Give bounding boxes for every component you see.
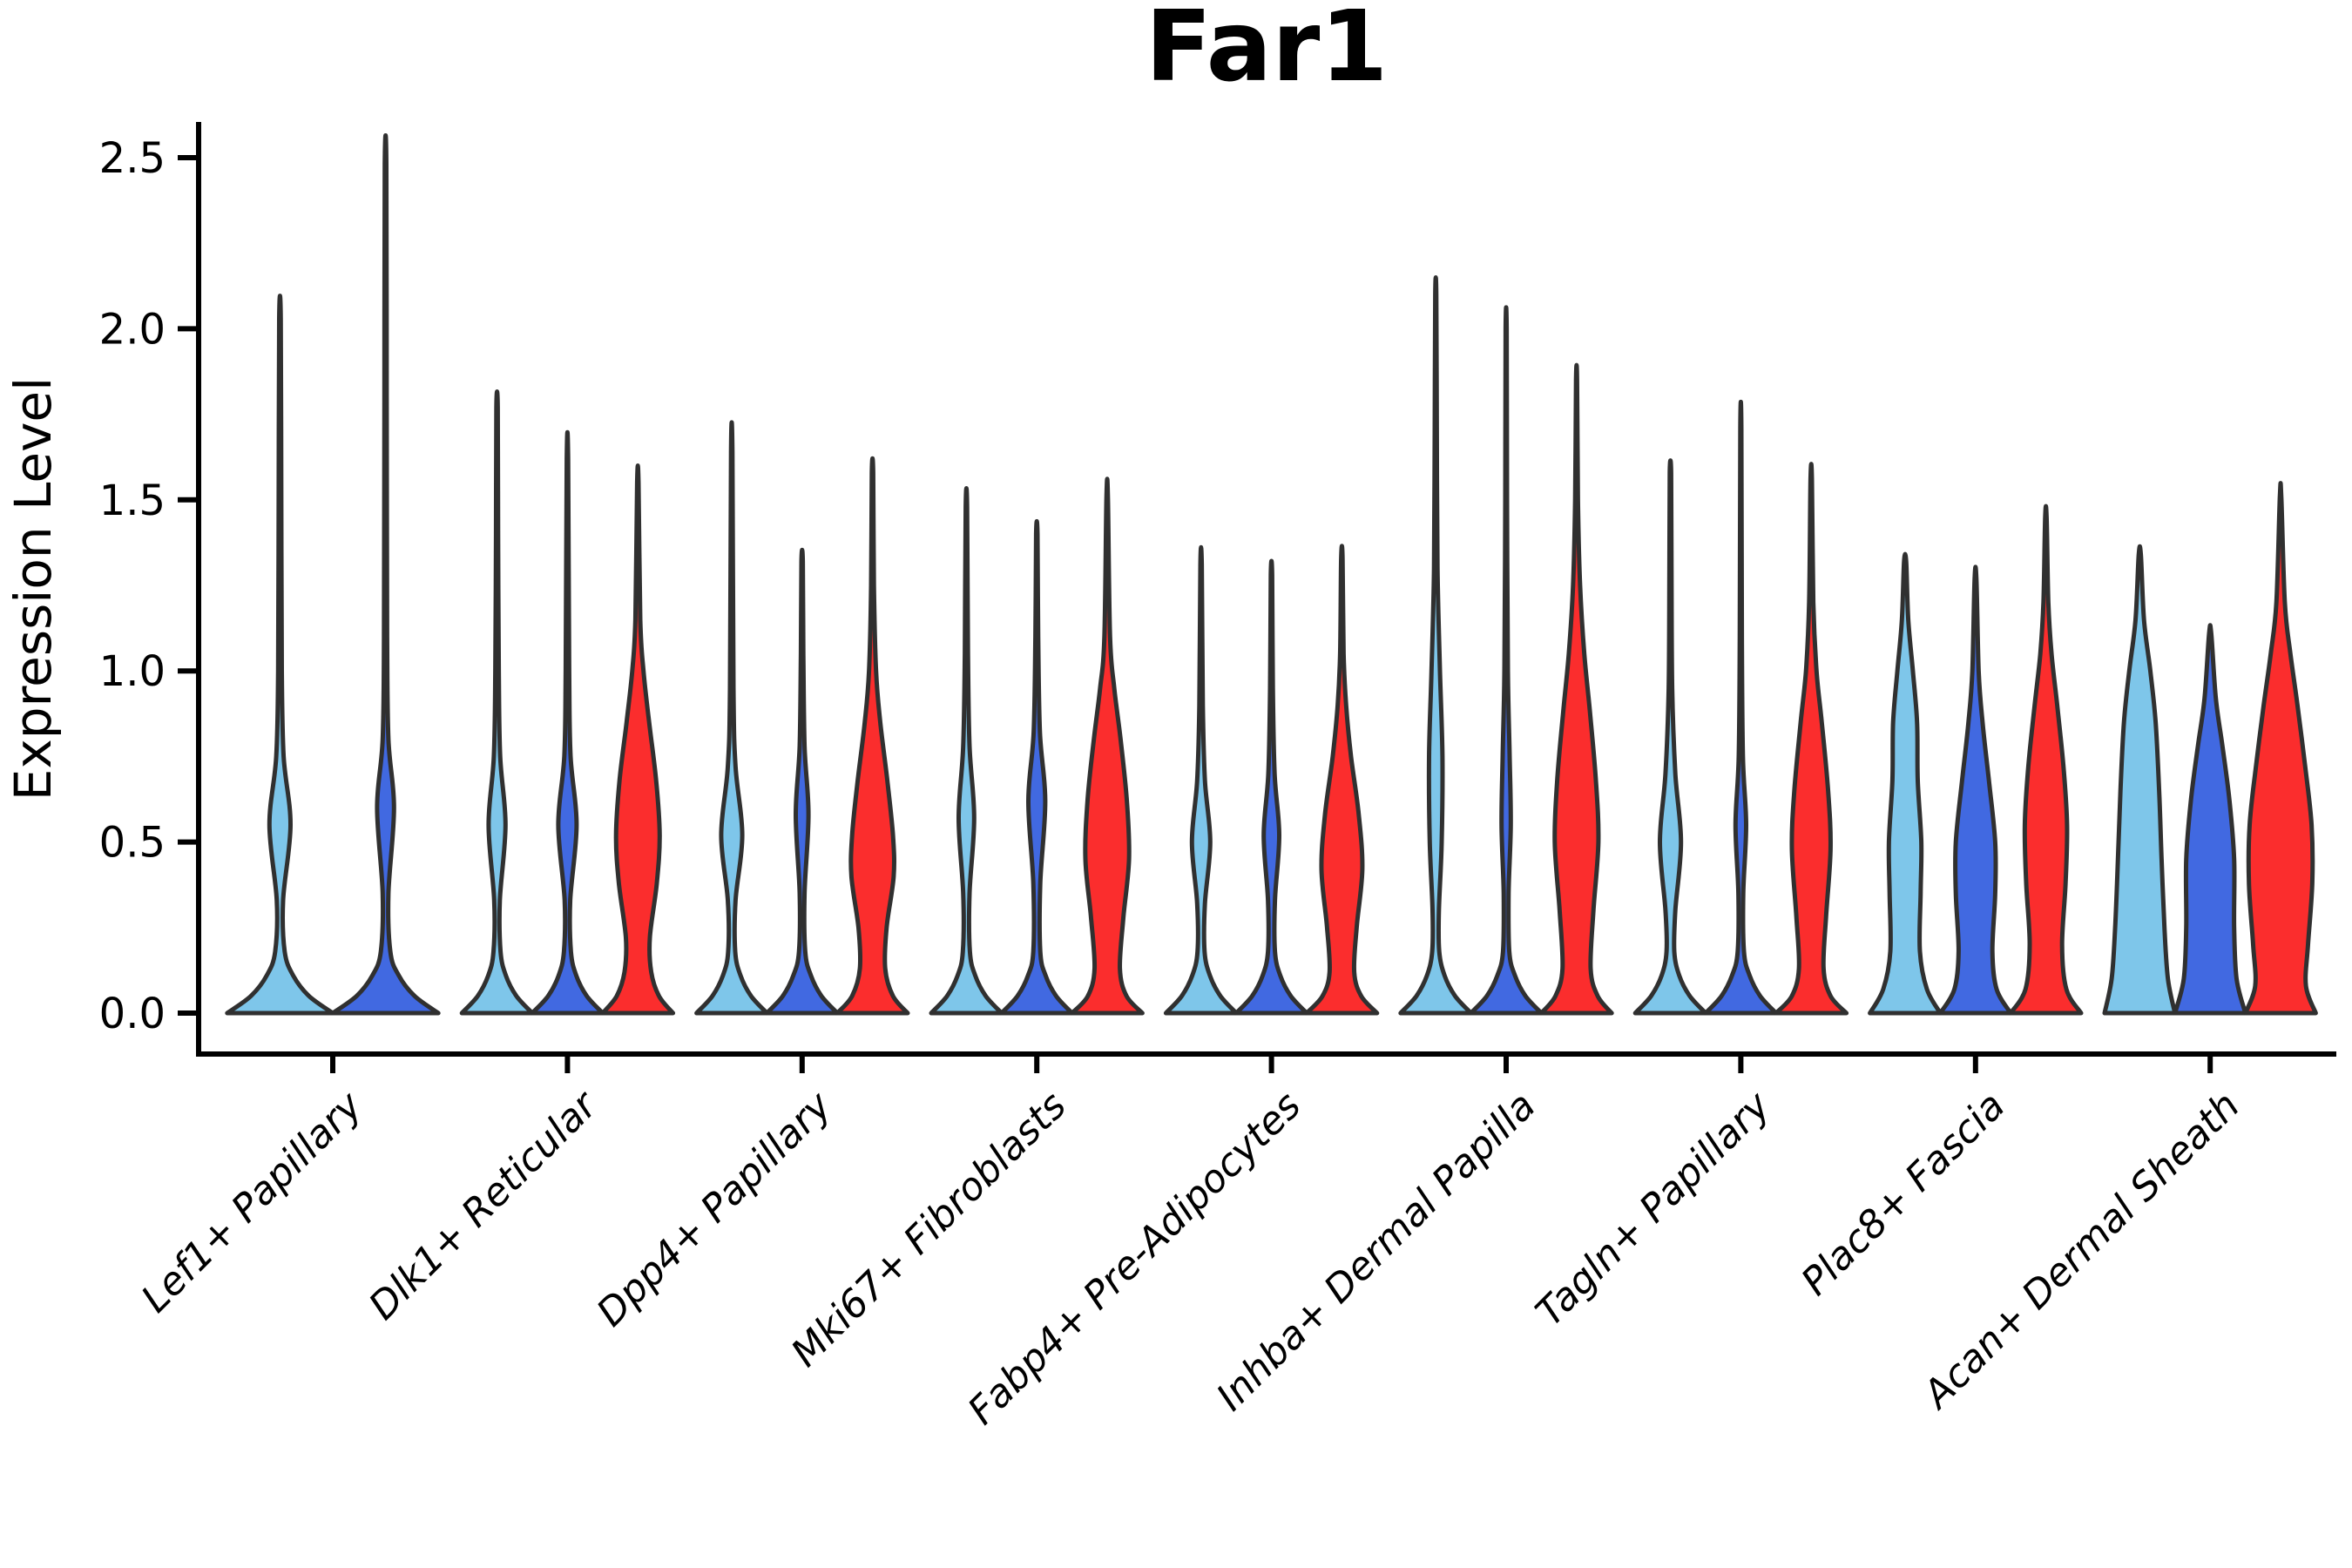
- y-tick-label: 0.0: [99, 990, 166, 1038]
- violins-layer: [225, 132, 2318, 1016]
- violin-Plac8+-red: [2008, 504, 2084, 1016]
- y-tick-label: 2.0: [99, 305, 166, 354]
- violin-Dlk1+-red: [600, 463, 676, 1016]
- x-category-label: Lef1+ Papillary: [133, 1083, 372, 1321]
- violin-Acan+-light_blue: [2102, 544, 2178, 1016]
- x-category-label: Plac8+ Fascia: [1793, 1084, 2013, 1304]
- violin-Dpp4+-light_blue: [694, 420, 769, 1016]
- violin-Dlk1+-royal_blue: [530, 429, 605, 1016]
- violin-Plac8+-royal_blue: [1937, 564, 2013, 1016]
- violin-Mki67+-light_blue: [929, 486, 1004, 1016]
- chart-title: Far1: [1146, 0, 1389, 104]
- violin-Mki67+-royal_blue: [999, 518, 1075, 1016]
- violin-Inhba+-light_blue: [1398, 274, 1474, 1016]
- violin-Tagln+-royal_blue: [1703, 400, 1779, 1016]
- violin-Dpp4+-red: [835, 456, 910, 1016]
- violin-Lef1+-light_blue: [225, 294, 335, 1016]
- violin-Inhba+-royal_blue: [1469, 305, 1544, 1016]
- y-tick-label: 2.5: [99, 134, 166, 183]
- y-tick-label: 1.0: [99, 647, 166, 696]
- violin-Plac8+-light_blue: [1868, 551, 1943, 1016]
- violin-Lef1+-royal_blue: [330, 132, 441, 1016]
- violin-Fabp4+-light_blue: [1163, 544, 1239, 1016]
- violin-Fabp4+-red: [1304, 544, 1380, 1016]
- violin-Mki67+-red: [1070, 476, 1145, 1016]
- y-tick-label: 1.5: [99, 476, 166, 525]
- violin-Acan+-red: [2243, 481, 2318, 1016]
- y-tick-label: 0.5: [99, 819, 166, 868]
- x-category-label: Dpp4+ Papillary: [589, 1083, 841, 1335]
- x-category-label: Tagln+ Papillary: [1527, 1083, 1779, 1335]
- violin-Dpp4+-royal_blue: [764, 547, 840, 1016]
- x-category-label: Dlk1+ Reticular: [361, 1082, 607, 1328]
- violin-Tagln+-light_blue: [1632, 458, 1708, 1016]
- violin-Fabp4+-royal_blue: [1233, 558, 1309, 1016]
- violin-Dlk1+-light_blue: [459, 389, 535, 1016]
- y-axis-label: Expression Level: [3, 377, 63, 801]
- violin-Inhba+-red: [1538, 362, 1614, 1016]
- violin-Acan+-royal_blue: [2173, 623, 2248, 1016]
- violin-Tagln+-red: [1774, 462, 1849, 1016]
